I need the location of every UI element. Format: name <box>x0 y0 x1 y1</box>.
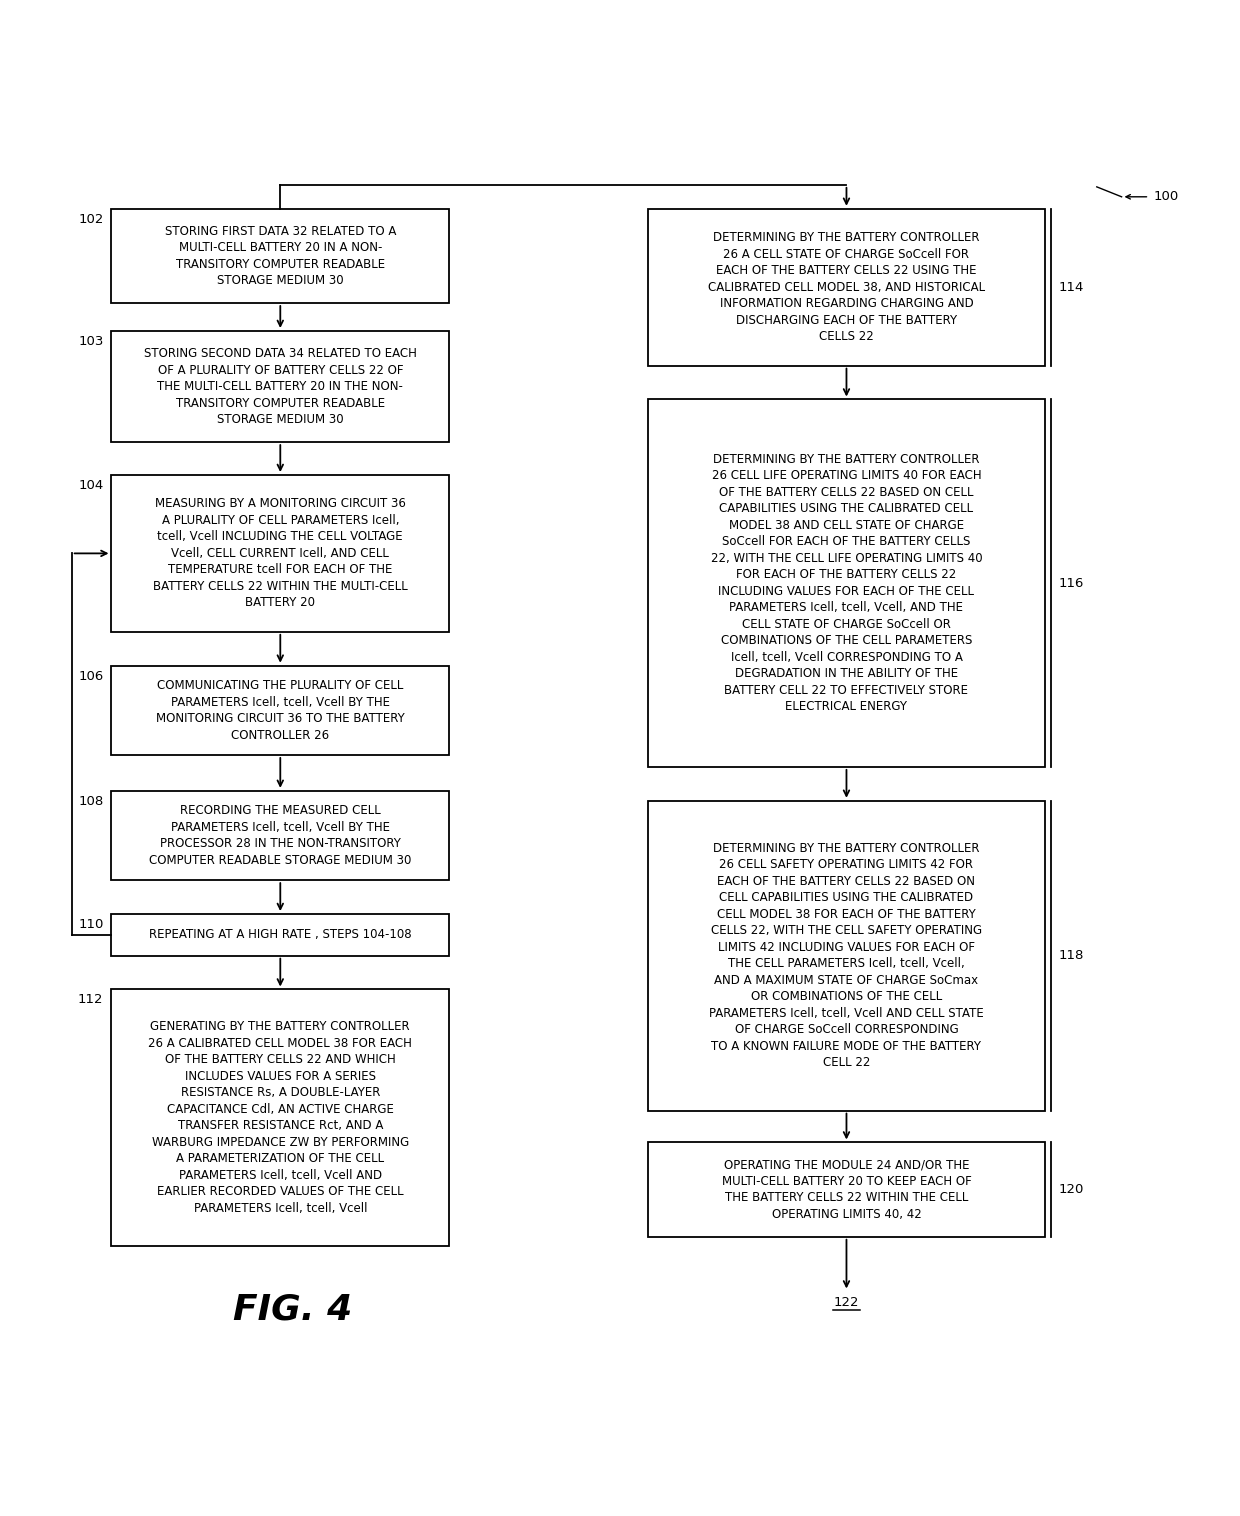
Text: 112: 112 <box>78 993 103 1007</box>
Bar <box>647 800 1045 1111</box>
Bar <box>112 330 449 443</box>
Text: DETERMINING BY THE BATTERY CONTROLLER
26 CELL LIFE OPERATING LIMITS 40 FOR EACH
: DETERMINING BY THE BATTERY CONTROLLER 26… <box>711 453 982 714</box>
Bar <box>112 914 449 955</box>
Text: RECORDING THE MEASURED CELL
PARAMETERS Icell, tcell, Vcell BY THE
PROCESSOR 28 I: RECORDING THE MEASURED CELL PARAMETERS I… <box>149 803 412 867</box>
Text: 120: 120 <box>1059 1182 1085 1196</box>
Text: GENERATING BY THE BATTERY CONTROLLER
26 A CALIBRATED CELL MODEL 38 FOR EACH
OF T: GENERATING BY THE BATTERY CONTROLLER 26 … <box>149 1020 412 1214</box>
Text: DETERMINING BY THE BATTERY CONTROLLER
26 A CELL STATE OF CHARGE SoCcell FOR
EACH: DETERMINING BY THE BATTERY CONTROLLER 26… <box>708 230 985 343</box>
Text: OPERATING THE MODULE 24 AND/OR THE
MULTI-CELL BATTERY 20 TO KEEP EACH OF
THE BAT: OPERATING THE MODULE 24 AND/OR THE MULTI… <box>722 1158 971 1220</box>
Bar <box>647 209 1045 365</box>
Bar <box>112 990 449 1246</box>
Bar <box>112 475 449 632</box>
Bar <box>112 791 449 881</box>
Text: FIG. 4: FIG. 4 <box>233 1292 352 1326</box>
Text: 103: 103 <box>78 335 103 347</box>
Text: STORING SECOND DATA 34 RELATED TO EACH
OF A PLURALITY OF BATTERY CELLS 22 OF
THE: STORING SECOND DATA 34 RELATED TO EACH O… <box>144 347 417 426</box>
Bar <box>647 1143 1045 1237</box>
Text: 108: 108 <box>78 794 103 808</box>
Text: 110: 110 <box>78 917 103 931</box>
Text: 106: 106 <box>78 670 103 682</box>
Text: DETERMINING BY THE BATTERY CONTROLLER
26 CELL SAFETY OPERATING LIMITS 42 FOR
EAC: DETERMINING BY THE BATTERY CONTROLLER 26… <box>709 841 983 1069</box>
Text: COMMUNICATING THE PLURALITY OF CELL
PARAMETERS Icell, tcell, Vcell BY THE
MONITO: COMMUNICATING THE PLURALITY OF CELL PARA… <box>156 679 404 741</box>
Text: 118: 118 <box>1059 949 1085 963</box>
Text: STORING FIRST DATA 32 RELATED TO A
MULTI-CELL BATTERY 20 IN A NON-
TRANSITORY CO: STORING FIRST DATA 32 RELATED TO A MULTI… <box>165 224 396 287</box>
Text: 102: 102 <box>78 212 103 226</box>
Text: 114: 114 <box>1059 280 1085 294</box>
Bar <box>647 399 1045 767</box>
Text: 122: 122 <box>833 1296 859 1310</box>
Text: MEASURING BY A MONITORING CIRCUIT 36
A PLURALITY OF CELL PARAMETERS Icell,
tcell: MEASURING BY A MONITORING CIRCUIT 36 A P… <box>153 497 408 609</box>
Text: REPEATING AT A HIGH RATE , STEPS 104-108: REPEATING AT A HIGH RATE , STEPS 104-108 <box>149 928 412 941</box>
Text: 104: 104 <box>78 479 103 491</box>
Text: 100: 100 <box>1153 191 1179 203</box>
Bar <box>112 209 449 303</box>
Text: 116: 116 <box>1059 576 1085 590</box>
Bar <box>112 666 449 755</box>
